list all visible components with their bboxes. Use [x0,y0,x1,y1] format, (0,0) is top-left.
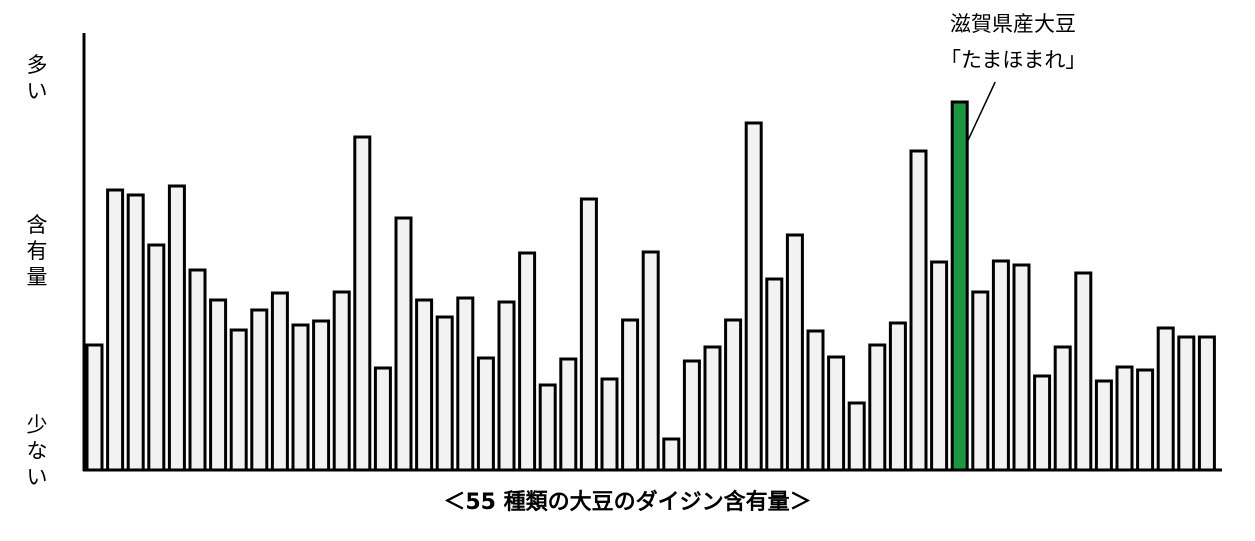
bar [270,291,289,472]
bar [621,318,640,472]
bar [1074,271,1093,472]
bar [641,250,660,472]
bar [229,328,248,472]
bar [991,259,1010,472]
bar [106,188,125,472]
bar [559,357,578,472]
bar [662,437,681,472]
bar [785,233,804,472]
chart-title: ＜55 種類の大豆のダイジン含有量＞ [443,490,812,515]
y-label-top: 多い [26,53,48,103]
bar [868,343,887,472]
annotation-line1: 滋賀県産大豆 [950,12,1076,36]
bar [806,329,825,472]
bar [167,184,186,472]
bar [703,345,722,472]
bar [1053,345,1072,472]
bar [85,343,104,472]
bar [765,277,784,472]
bar [847,401,866,472]
bar [600,377,619,472]
bar [1136,368,1155,472]
bar [476,356,495,472]
bar [1033,374,1052,472]
y-label-mid: 含有量 [26,213,48,289]
bar [518,251,537,472]
bar [497,300,516,472]
bar [888,321,907,472]
bar [126,193,145,472]
bar [744,121,763,472]
annotation-leader-line [966,81,996,143]
bar-highlight [950,100,969,472]
bar [312,319,331,472]
bar [1197,335,1216,472]
bar [188,268,207,472]
bar [1094,379,1113,472]
bar [682,359,701,472]
bar [415,298,434,472]
bar [353,135,372,472]
bar [147,243,166,472]
bar [394,216,413,472]
bar [1177,335,1196,472]
bar [930,260,949,472]
bar [435,315,454,472]
bar [250,308,269,472]
bar [538,383,557,472]
bar [909,149,928,472]
bar [971,290,990,472]
bar [1012,263,1031,472]
bar [1115,365,1134,472]
bar [456,296,475,472]
bar [579,197,598,472]
annotation-line2: 「たまほまれ」 [940,48,1087,72]
bar [724,318,743,472]
y-label-bottom: 少ない [26,413,48,489]
bar [373,366,392,472]
bar [1156,326,1175,472]
bar [332,290,351,472]
bar [827,355,846,472]
bar [209,298,228,472]
bar [291,323,310,472]
